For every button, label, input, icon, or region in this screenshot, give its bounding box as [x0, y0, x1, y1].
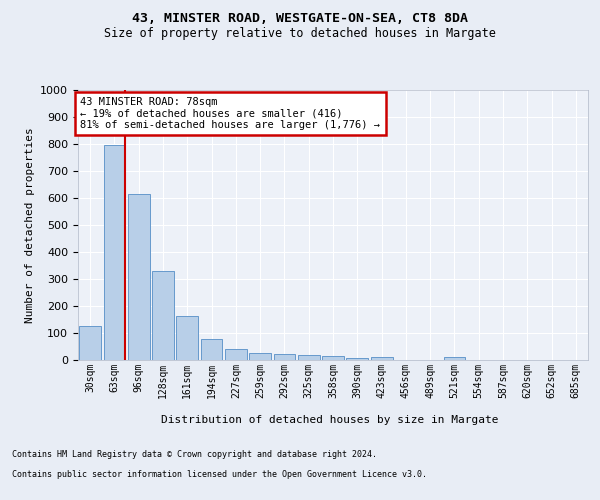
Bar: [79, 326, 101, 360]
Bar: [298, 356, 320, 360]
Text: 43 MINSTER ROAD: 78sqm
← 19% of detached houses are smaller (416)
81% of semi-de: 43 MINSTER ROAD: 78sqm ← 19% of detached…: [80, 97, 380, 130]
Bar: [200, 339, 223, 360]
Bar: [371, 358, 392, 360]
Bar: [152, 272, 174, 360]
Bar: [443, 358, 466, 360]
Bar: [225, 349, 247, 360]
Bar: [249, 352, 271, 360]
Bar: [128, 194, 149, 360]
Bar: [322, 356, 344, 360]
Bar: [346, 358, 368, 360]
Text: Distribution of detached houses by size in Margate: Distribution of detached houses by size …: [161, 415, 499, 425]
Bar: [176, 316, 198, 360]
Bar: [274, 354, 295, 360]
Text: Contains HM Land Registry data © Crown copyright and database right 2024.: Contains HM Land Registry data © Crown c…: [12, 450, 377, 459]
Text: Size of property relative to detached houses in Margate: Size of property relative to detached ho…: [104, 28, 496, 40]
Text: 43, MINSTER ROAD, WESTGATE-ON-SEA, CT8 8DA: 43, MINSTER ROAD, WESTGATE-ON-SEA, CT8 8…: [132, 12, 468, 26]
Text: Contains public sector information licensed under the Open Government Licence v3: Contains public sector information licen…: [12, 470, 427, 479]
Y-axis label: Number of detached properties: Number of detached properties: [25, 127, 35, 323]
Bar: [104, 146, 125, 360]
